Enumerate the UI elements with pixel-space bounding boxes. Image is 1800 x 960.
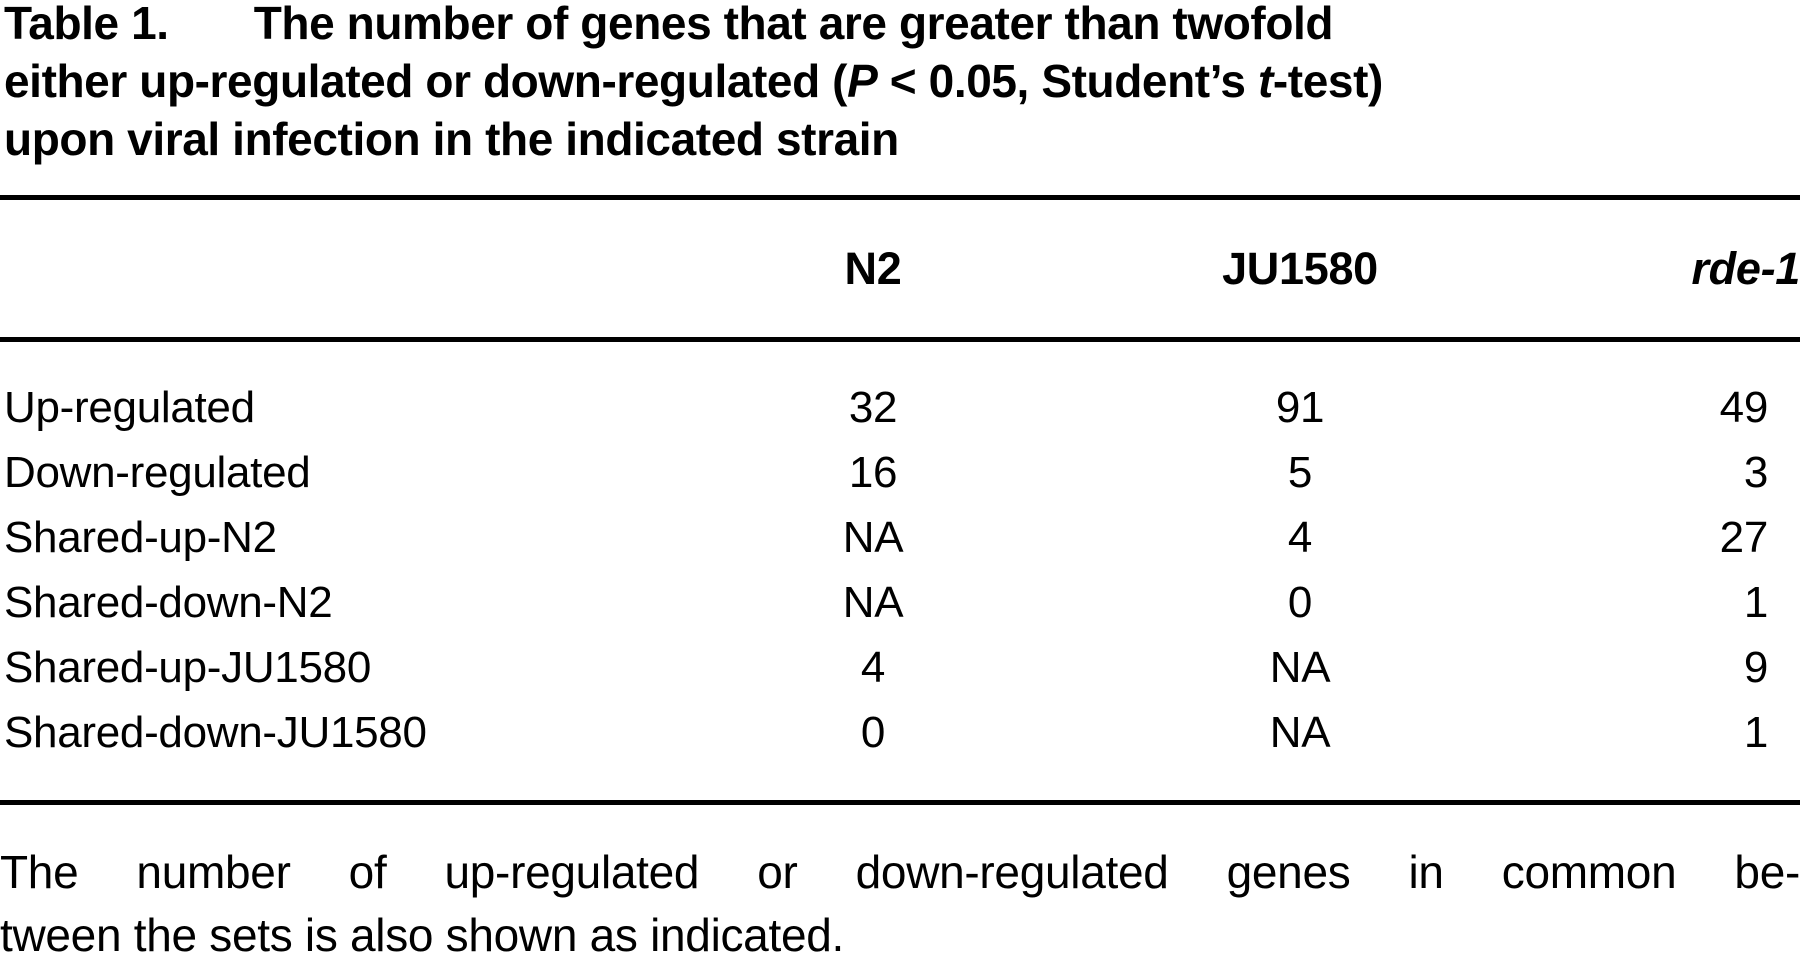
value-cell: 0 [1287,578,1313,627]
row-label-cell: Up-regulated [4,383,255,432]
value-cell: NA [1269,708,1331,757]
col-header-ju1580: JU1580 [1222,242,1378,294]
value-cell: 4 [860,643,886,692]
footnote-line-2: tween the sets is also shown as indicate… [0,909,844,960]
value-cell: 16 [848,448,898,497]
value-cell: 27 [1719,513,1769,562]
title-line-3: upon viral infection in the indicated st… [4,113,899,165]
value-cell: NA [842,578,904,627]
row-label-cell: Down-regulated [4,448,311,497]
table-row: Shared-up-JU1580 4 NA 9 [0,635,1800,700]
row-label-cell: Shared-up-N2 [4,513,277,562]
table-footnote: The number of up-regulated or down-regul… [0,841,1800,960]
table-row: Shared-up-N2 NA 4 27 [0,505,1800,570]
title-italic-P: P [847,55,878,107]
value-cell: 1 [1743,708,1768,757]
row-label-cell: Shared-down-JU1580 [4,708,427,757]
table-number-label: Table 1. [4,0,169,49]
row-label-cell: Shared-down-N2 [4,578,333,627]
value-cell: 9 [1743,643,1768,692]
value-cell: 3 [1743,448,1768,497]
col-header-n2: N2 [844,242,902,294]
row-label-cell: Shared-up-JU1580 [4,643,371,692]
title-text-line-2-mid: < 0.05, Student’s [877,55,1258,107]
title-text-line-1: The number of genes that are greater tha… [253,0,1334,49]
table-row: Shared-down-JU1580 0 NA 1 [0,700,1800,803]
value-cell: 5 [1287,448,1313,497]
value-cell: 49 [1719,383,1769,432]
title-text-line-2-pre: either up-regulated or down-regulated ( [4,55,848,107]
value-cell: NA [1269,643,1331,692]
value-cell: 91 [1275,383,1325,432]
col-header-empty [0,198,650,340]
title-line-2: either up-regulated or down-regulated (P… [4,52,1800,110]
col-header-rde1: rde-1 [1691,242,1800,294]
header-row: N2 JU1580 rde-1 [0,198,1800,340]
table-row: Up-regulated 32 91 49 [0,340,1800,441]
table-title: Table 1. The number of genes that are gre… [4,0,1800,168]
value-cell: 4 [1287,513,1313,562]
table-row: Down-regulated 16 5 3 [0,440,1800,505]
value-cell: NA [842,513,904,562]
gene-counts-table: N2 JU1580 rde-1 Up-regulated 32 91 49 Do… [0,195,1800,805]
value-cell: 32 [848,383,898,432]
title-italic-t: t [1257,55,1273,107]
value-cell: 1 [1743,578,1768,627]
title-text-line-2-post: -test) [1272,55,1383,107]
value-cell: 0 [860,708,886,757]
table-row: Shared-down-N2 NA 0 1 [0,570,1800,635]
title-line-1: Table 1. The number of genes that are gre… [4,0,1800,52]
footnote-line-1: The number of up-regulated or down-regul… [0,846,1800,898]
